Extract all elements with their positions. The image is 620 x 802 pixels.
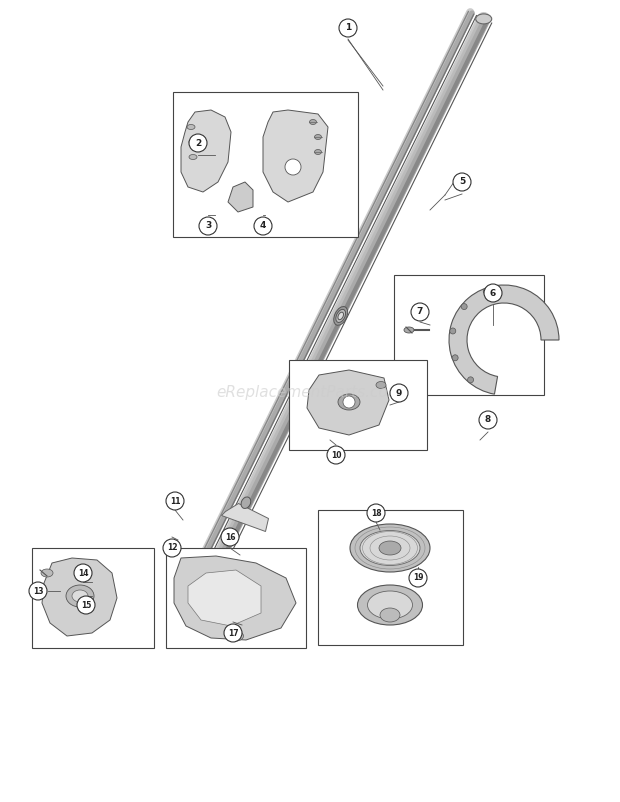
Text: 9: 9 <box>396 388 402 398</box>
Circle shape <box>461 304 467 310</box>
Circle shape <box>77 596 95 614</box>
Ellipse shape <box>368 591 412 619</box>
Circle shape <box>367 504 385 522</box>
Ellipse shape <box>241 497 250 508</box>
Circle shape <box>189 134 207 152</box>
Circle shape <box>450 328 456 334</box>
Circle shape <box>467 377 474 383</box>
Circle shape <box>479 411 497 429</box>
Text: eReplacementParts.com: eReplacementParts.com <box>216 386 404 400</box>
Circle shape <box>254 217 272 235</box>
Circle shape <box>411 303 429 321</box>
Bar <box>318 510 463 645</box>
Ellipse shape <box>376 382 386 388</box>
Ellipse shape <box>476 14 492 24</box>
Text: 19: 19 <box>413 573 423 582</box>
Circle shape <box>343 396 355 408</box>
Ellipse shape <box>189 140 197 144</box>
Circle shape <box>224 624 242 642</box>
Circle shape <box>483 288 489 294</box>
Text: 8: 8 <box>485 415 491 424</box>
Bar <box>289 360 427 450</box>
Polygon shape <box>181 110 231 192</box>
Circle shape <box>29 582 47 600</box>
Ellipse shape <box>334 306 348 326</box>
Ellipse shape <box>41 569 53 577</box>
Circle shape <box>327 446 345 464</box>
Ellipse shape <box>404 327 414 333</box>
Circle shape <box>221 528 239 546</box>
Ellipse shape <box>379 541 401 555</box>
Polygon shape <box>174 556 296 640</box>
Ellipse shape <box>314 135 322 140</box>
Ellipse shape <box>360 530 420 565</box>
Ellipse shape <box>309 119 316 124</box>
Text: 4: 4 <box>260 221 266 230</box>
Ellipse shape <box>338 312 343 320</box>
Circle shape <box>199 217 217 235</box>
Text: 5: 5 <box>459 177 465 187</box>
Ellipse shape <box>72 590 88 602</box>
Circle shape <box>453 173 471 191</box>
Text: 11: 11 <box>170 496 180 505</box>
Circle shape <box>285 159 301 175</box>
Ellipse shape <box>350 524 430 572</box>
Polygon shape <box>263 110 328 202</box>
Ellipse shape <box>187 124 195 129</box>
Text: 7: 7 <box>417 307 423 317</box>
Text: 6: 6 <box>490 289 496 298</box>
Circle shape <box>163 539 181 557</box>
Circle shape <box>409 569 427 587</box>
Bar <box>394 275 544 395</box>
Text: 2: 2 <box>195 139 201 148</box>
Circle shape <box>166 492 184 510</box>
Circle shape <box>339 19 357 37</box>
Circle shape <box>390 384 408 402</box>
Text: 1: 1 <box>345 23 351 33</box>
Text: 3: 3 <box>205 221 211 230</box>
Text: 14: 14 <box>78 569 88 577</box>
Text: 12: 12 <box>167 544 177 553</box>
Text: 10: 10 <box>330 451 341 460</box>
Ellipse shape <box>189 155 197 160</box>
Polygon shape <box>221 504 268 532</box>
Ellipse shape <box>358 585 422 625</box>
Ellipse shape <box>338 394 360 410</box>
Text: 16: 16 <box>224 533 235 541</box>
Text: 17: 17 <box>228 629 238 638</box>
Circle shape <box>452 354 458 361</box>
Text: 18: 18 <box>371 508 381 517</box>
Ellipse shape <box>66 585 94 607</box>
Text: 15: 15 <box>81 601 91 610</box>
Ellipse shape <box>314 149 322 155</box>
Polygon shape <box>188 570 261 626</box>
Ellipse shape <box>380 608 400 622</box>
Bar <box>32 548 154 648</box>
Polygon shape <box>42 558 117 636</box>
Ellipse shape <box>336 310 345 322</box>
Circle shape <box>74 564 92 582</box>
Text: 13: 13 <box>33 586 43 596</box>
Ellipse shape <box>229 631 244 641</box>
Polygon shape <box>228 182 253 212</box>
Bar <box>173 92 358 237</box>
Polygon shape <box>307 370 389 435</box>
Bar <box>166 548 306 648</box>
Wedge shape <box>449 285 559 394</box>
Circle shape <box>484 284 502 302</box>
